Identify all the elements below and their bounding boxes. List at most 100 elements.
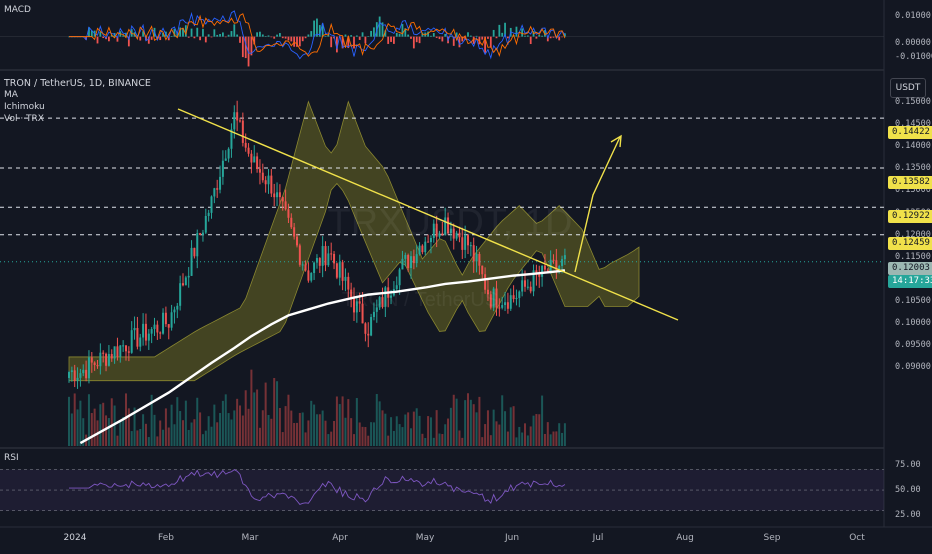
candle-body — [139, 337, 142, 347]
macd-histogram-bar — [241, 36, 244, 58]
macd-histogram-bar — [236, 34, 239, 37]
candle-body — [187, 275, 190, 278]
candle-body — [449, 228, 452, 234]
macd-histogram-bar — [193, 36, 196, 39]
symbol-title[interactable]: TRON / TetherUS, 1D, BINANCE — [4, 78, 151, 89]
candle-body — [538, 274, 541, 277]
volume-bar — [142, 414, 145, 446]
macd-histogram-bar — [361, 32, 364, 37]
candle-body — [116, 346, 119, 357]
macd-histogram-bar — [256, 32, 258, 37]
indicator-volume[interactable]: Vol · TRX — [4, 114, 44, 124]
candle-body — [324, 246, 327, 266]
volume-bar — [162, 429, 165, 446]
candle-body — [230, 129, 233, 149]
rsi-label: RSI — [4, 453, 19, 463]
volume-bar — [182, 420, 184, 446]
macd-tick: 0.00000 — [895, 38, 931, 48]
candle-body — [558, 265, 561, 270]
indicator-ichimoku[interactable]: Ichimoku — [4, 102, 45, 112]
macd-histogram-bar — [222, 32, 224, 37]
candle-body — [398, 269, 401, 286]
volume-bar — [187, 429, 190, 446]
candle-body — [210, 196, 213, 213]
candle-body — [410, 256, 412, 269]
volume-bar — [241, 415, 244, 446]
volume-bar — [76, 409, 79, 446]
currency-button[interactable]: USDT — [890, 78, 926, 98]
volume-bar — [492, 409, 495, 446]
macd-histogram-bar — [355, 35, 358, 37]
volume-bar — [105, 415, 108, 446]
candle-body — [424, 241, 427, 253]
macd-histogram-bar — [535, 36, 538, 39]
macd-histogram-bar — [458, 36, 461, 48]
macd-histogram-bar — [247, 36, 250, 67]
candle-body — [79, 373, 82, 378]
volume-bar — [258, 427, 261, 446]
watermark-ticker: TRXUSDT, 1D — [328, 202, 573, 244]
volume-bar — [467, 393, 469, 446]
candle-body — [258, 169, 261, 173]
macd-histogram-bar — [330, 36, 333, 48]
volume-bar — [524, 423, 526, 446]
candle-body — [153, 324, 156, 330]
candle-body — [370, 317, 373, 336]
macd-histogram-bar — [544, 30, 546, 37]
candle-body — [347, 276, 350, 290]
volume-bar — [273, 378, 276, 446]
macd-histogram-bar — [273, 36, 276, 39]
indicator-ma[interactable]: MA — [4, 90, 18, 100]
candle-body — [509, 295, 512, 309]
candle-body — [290, 217, 293, 228]
macd-histogram-bar — [250, 36, 253, 56]
candle-body — [313, 262, 316, 273]
candle-body — [179, 283, 182, 306]
volume-bar — [449, 407, 452, 446]
macd-histogram-bar — [127, 36, 130, 47]
volume-bar — [147, 437, 150, 446]
candle-body — [524, 280, 526, 287]
volume-bar — [136, 430, 139, 446]
candle-body — [190, 247, 193, 276]
volume-bar — [290, 410, 293, 446]
macd-histogram-bar — [270, 36, 273, 38]
volume-bar — [153, 414, 156, 446]
macd-histogram-bar — [301, 36, 304, 42]
candle-body — [321, 246, 324, 266]
macd-histogram-bar — [410, 36, 412, 39]
candle-body — [327, 253, 330, 266]
candle-body — [273, 193, 276, 198]
candle-body — [150, 329, 153, 334]
candle-body — [310, 272, 313, 281]
volume-bar — [196, 397, 199, 446]
volume-bar — [167, 427, 170, 446]
price-tick: 0.10000 — [895, 318, 931, 328]
macd-histogram-bar — [264, 36, 267, 37]
watermark-name: TRON / TetherUS — [342, 289, 498, 311]
volume-bar — [358, 422, 361, 446]
candle-body — [435, 223, 438, 237]
candle-body — [261, 172, 264, 181]
candle-body — [196, 233, 199, 257]
macd-histogram-bar — [552, 36, 555, 38]
candle-body — [176, 305, 179, 310]
macd-histogram-bar — [504, 22, 506, 37]
candle-body — [227, 148, 230, 159]
candle-body — [296, 236, 298, 246]
volume-bar — [247, 408, 250, 446]
candle-body — [415, 254, 418, 264]
trendline — [177, 108, 679, 321]
volume-bar — [79, 400, 82, 446]
rsi-tick: 25.00 — [895, 510, 921, 520]
candle-body — [344, 276, 347, 281]
volume-bar — [230, 419, 233, 446]
macd-histogram-bar — [253, 36, 256, 45]
level-tag: 0.12459 — [888, 237, 932, 250]
candle-body — [458, 232, 461, 238]
price-tick: 0.13000 — [895, 185, 931, 196]
volume-bar — [176, 397, 179, 446]
candle-body — [495, 288, 498, 308]
